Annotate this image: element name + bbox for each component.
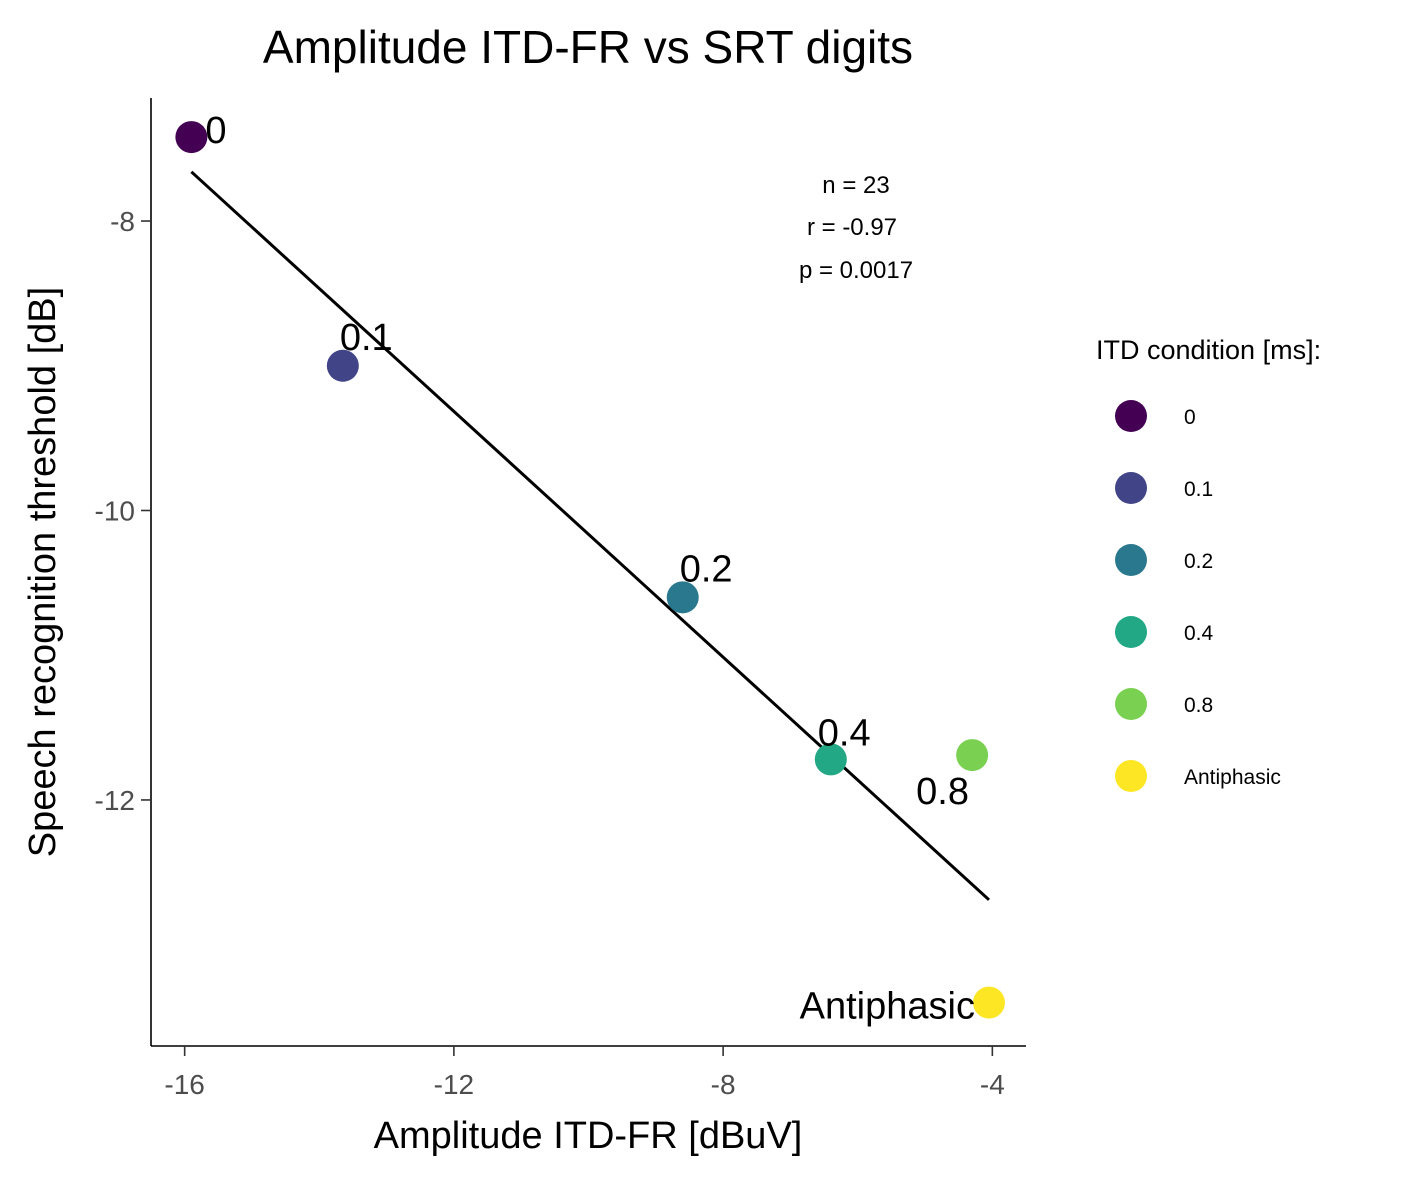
x-tick-label: -4 (980, 1069, 1005, 1100)
legend-label-antiphasic: Antiphasic (1184, 766, 1281, 789)
point-label-0.8: 0.8 (916, 771, 969, 813)
point-label-0.4: 0.4 (818, 712, 871, 754)
x-ticks: -16 -12 -8 -4 (164, 1046, 1005, 1100)
data-point-0.4 (814, 743, 847, 776)
legend-key-0.1 (1115, 472, 1147, 504)
point-label-0: 0 (205, 110, 226, 152)
x-tick-label: -16 (164, 1069, 204, 1100)
x-axis-title: Amplitude ITD-FR [dBuV] (374, 1115, 803, 1157)
legend-label-0.4: 0.4 (1184, 622, 1214, 645)
y-ticks: -8 -10 -12 (95, 206, 151, 816)
y-axis-title: Speech recognition threshold [dB] (22, 287, 64, 857)
legend-title: ITD condition [ms]: (1096, 335, 1321, 365)
legend: ITD condition [ms]: 0 0.1 0.2 0.4 0.8 Antipha… (1096, 335, 1321, 792)
stat-p: p = 0.0017 (799, 257, 913, 284)
y-tick-label: -12 (95, 785, 135, 816)
data-points (175, 121, 1005, 1019)
legend-key-antiphasic (1115, 760, 1147, 792)
point-label-antiphasic: Antiphasic (800, 986, 975, 1028)
legend-label-0: 0 (1184, 406, 1196, 429)
correlation-stats: n = 23 r = -0.97 p = 0.0017 (799, 172, 913, 284)
stat-r: r = -0.97 (807, 214, 897, 241)
legend-key-0.4 (1115, 616, 1147, 648)
data-point-0.2 (666, 581, 699, 614)
regression-line (190, 170, 990, 901)
data-point-0 (175, 121, 208, 154)
point-labels: 0 0.1 0.2 0.4 0.8 Antiphasic (205, 110, 975, 1028)
chart-title: Amplitude ITD-FR vs SRT digits (263, 21, 913, 73)
axes (150, 98, 1026, 1047)
x-tick-label: -12 (434, 1069, 474, 1100)
y-tick-label: -10 (95, 495, 135, 526)
data-point-0.8 (956, 739, 989, 772)
data-point-antiphasic (972, 986, 1005, 1019)
point-label-0.1: 0.1 (340, 317, 393, 359)
data-point-0.1 (326, 349, 359, 382)
legend-label-0.2: 0.2 (1184, 550, 1213, 573)
legend-label-0.1: 0.1 (1184, 478, 1213, 501)
point-label-0.2: 0.2 (680, 548, 733, 590)
stat-n: n = 23 (822, 172, 889, 199)
legend-key-0 (1115, 400, 1147, 432)
y-tick-label: -8 (110, 206, 135, 237)
legend-label-0.8: 0.8 (1184, 694, 1213, 717)
legend-key-0.2 (1115, 544, 1147, 576)
x-tick-label: -8 (711, 1069, 736, 1100)
legend-key-0.8 (1115, 688, 1147, 720)
